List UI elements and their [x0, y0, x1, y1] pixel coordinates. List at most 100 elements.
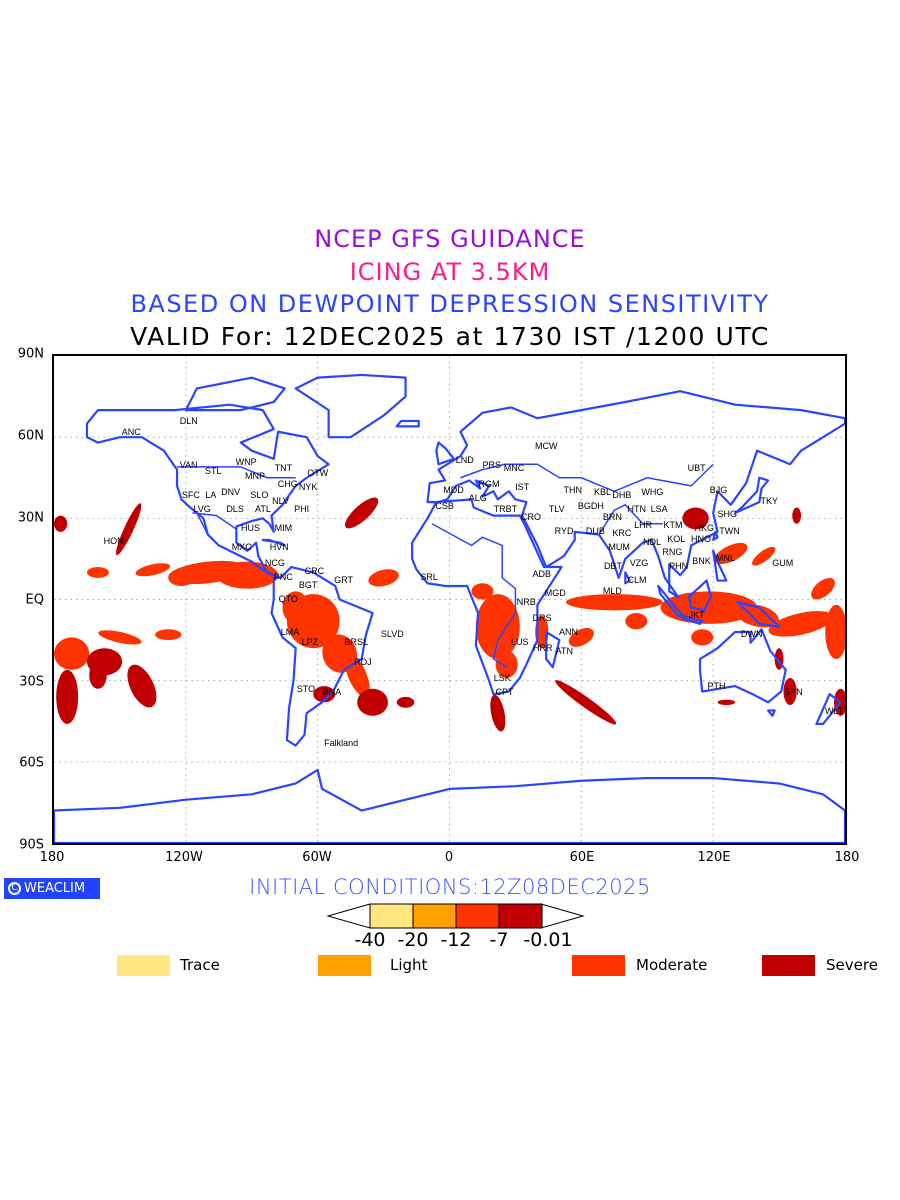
city-label: GUM — [772, 558, 794, 569]
moderate-icing-area — [811, 577, 835, 600]
city-label: LSK — [493, 672, 511, 683]
australia-outline — [700, 629, 786, 702]
taiwan-outline — [713, 532, 717, 540]
colorbar-label: -20 — [397, 929, 429, 951]
europe-borders-outline — [460, 464, 713, 491]
initial-conditions: INITIAL CONDITIONS:12Z08DEC2025 — [249, 875, 651, 899]
city-label: KBL — [594, 487, 612, 498]
y-tick-label: EQ — [25, 592, 44, 608]
city-label: HVN — [269, 542, 289, 553]
severe-icing-area — [792, 507, 802, 524]
us-mexico-border-outline — [192, 513, 236, 529]
city-label: BRN — [602, 512, 622, 523]
legend-swatch-moderate — [572, 955, 625, 976]
city-label: BGT — [298, 580, 318, 591]
colorbar-left-arrow — [326, 903, 371, 929]
moderate-icing-area — [86, 567, 109, 578]
city-label: KOL — [667, 533, 686, 544]
severe-icing-area — [717, 699, 736, 706]
city-label: JKT — [688, 610, 705, 621]
colorbar-label: -12 — [440, 929, 472, 951]
moderate-icing-area — [471, 583, 494, 600]
city-label: LSA — [650, 503, 668, 514]
severe-icing-area — [783, 677, 797, 706]
city-label: LUS — [510, 637, 529, 648]
city-label: HNO — [691, 533, 712, 544]
java-outline — [682, 616, 702, 624]
city-label: MLD — [602, 585, 622, 596]
north-america-outline — [87, 405, 329, 578]
colorbar-box — [455, 903, 500, 929]
x-tick-label: 120E — [697, 850, 731, 865]
sumatra-outline — [658, 586, 682, 616]
city-label: BNA — [322, 686, 342, 697]
city-label: QTO — [278, 593, 298, 604]
legend-label-severe: Severe — [826, 956, 878, 974]
map-plot: ANC DLN VAN STL WNP MNP CHG TNT OTW NYK DNV SFC LVG L… — [52, 354, 847, 845]
eurasia-outline — [428, 391, 845, 597]
city-label: DLN — [179, 416, 198, 427]
city-label: MUM — [608, 541, 630, 552]
city-label: TLV — [548, 503, 565, 514]
city-label: TRBT — [493, 503, 518, 514]
city-label: NDL — [642, 536, 661, 547]
city-label: WNP — [235, 457, 257, 468]
y-tick-label: 90N — [17, 346, 44, 362]
city-label: BJG — [709, 484, 728, 495]
colorbar-label: -40 — [354, 929, 386, 951]
moderate-icing-area — [568, 627, 594, 647]
city-label: ANC — [121, 427, 141, 438]
moderate-icing-area — [495, 650, 518, 678]
city-label: DUB — [585, 525, 605, 536]
logo-text: WEACLIM — [24, 881, 86, 896]
city-label: HKG — [694, 522, 715, 533]
severe-icing-area — [555, 680, 617, 725]
x-tick-label: 180 — [834, 850, 860, 865]
japan-outline — [735, 478, 768, 513]
city-label: SLO — [250, 490, 269, 501]
coastlines — [54, 375, 845, 843]
city-label: TWN — [719, 525, 740, 536]
city-label: LA — [205, 490, 217, 501]
city-label: SRL — [420, 571, 438, 582]
south-america-outline — [272, 567, 373, 746]
legend-swatch-light — [318, 955, 371, 976]
city-label: IST — [515, 481, 530, 492]
moderate-icing-area — [752, 546, 776, 566]
moderate-icing-area — [475, 594, 520, 660]
city-label: THN — [563, 484, 582, 495]
moderate-icing-area — [565, 594, 663, 611]
city-label: CSB — [435, 501, 454, 512]
us-canada-border-outline — [177, 467, 296, 478]
city-label: MDD — [443, 484, 464, 495]
city-label: RNG — [662, 547, 683, 558]
moderate-icing-area — [368, 569, 399, 587]
new-guinea-outline — [737, 602, 779, 626]
city-label: NYK — [298, 481, 318, 492]
arctic-islands-outline — [186, 378, 285, 410]
city-label: DHB — [612, 490, 632, 501]
moderate-icing-area — [155, 629, 182, 641]
city-label: MCW — [534, 441, 558, 452]
city-label: VAN — [179, 460, 198, 471]
tasmania-outline — [768, 710, 775, 715]
city-label: DLS — [226, 503, 244, 514]
city-label: BNK — [692, 555, 711, 566]
y-tick-label: 60S — [19, 755, 44, 771]
city-label: HUS — [241, 522, 261, 533]
city-label: CRC — [304, 566, 325, 577]
uk-outline — [436, 443, 454, 465]
city-label: PHN — [669, 561, 689, 572]
colorbar-box — [498, 903, 543, 929]
city-label: SYN — [784, 686, 803, 697]
severe-icing-area — [313, 686, 336, 703]
moderate-icing-area — [168, 569, 195, 586]
colorbar-label: -7 — [489, 929, 509, 951]
city-label: UBT — [687, 462, 706, 473]
x-tick-label: 60W — [302, 850, 332, 865]
sri-lanka-outline — [625, 572, 629, 583]
city-label: STL — [205, 465, 222, 476]
moderate-icing-area — [98, 630, 142, 645]
city-label: MNP — [244, 471, 265, 482]
severe-icing-area — [490, 694, 506, 732]
